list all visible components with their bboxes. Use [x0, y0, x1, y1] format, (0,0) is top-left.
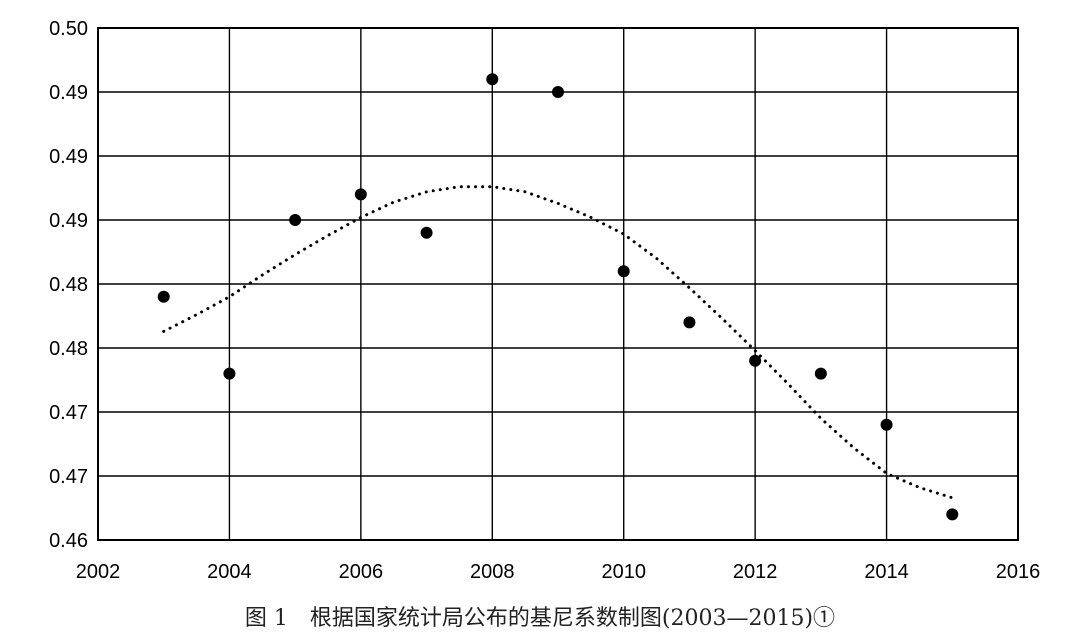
x-tick-label: 2014	[864, 561, 909, 583]
data-point	[683, 316, 696, 329]
y-tick-label: 0.48	[49, 274, 88, 296]
x-tick-label: 2012	[733, 561, 778, 583]
plot-frame	[97, 27, 1019, 541]
data-point	[289, 214, 302, 226]
y-tick-label: 0.47	[49, 466, 88, 488]
x-tick-label: 2006	[339, 561, 384, 583]
data-point	[880, 418, 893, 431]
x-tick-label: 2004	[207, 561, 252, 583]
y-tick-label: 0.46	[49, 530, 88, 552]
data-point	[420, 226, 433, 239]
data-point	[157, 290, 170, 303]
y-tick-label: 0.47	[49, 402, 88, 424]
y-tick-label: 0.49	[49, 82, 88, 104]
data-point	[749, 354, 762, 367]
y-tick-label: 0.48	[49, 338, 88, 360]
data-point	[552, 86, 564, 98]
data-point	[354, 188, 367, 201]
x-tick-label: 2008	[470, 561, 515, 583]
y-tick-label: 0.49	[49, 146, 88, 168]
trend-line	[162, 185, 954, 500]
chart: 0.46 0.47 0.47 0.48 0.48 0.49 0.49 0.49 0.50 2002…	[49, 18, 1041, 583]
y-tick-label: 0.49	[49, 210, 88, 232]
data-point	[486, 73, 499, 86]
x-tick-label: 2016	[996, 561, 1041, 583]
x-tick-label: 2002	[76, 561, 121, 583]
data-point	[617, 265, 630, 278]
figure-caption: 图 1 根据国家统计局公布的基尼系数制图(2003—2015)①	[244, 606, 836, 631]
data-point	[814, 367, 827, 380]
data-point	[223, 367, 236, 380]
x-tick-label: 2010	[601, 561, 646, 583]
data-point	[946, 508, 959, 521]
y-tick-label: 0.50	[49, 18, 88, 40]
